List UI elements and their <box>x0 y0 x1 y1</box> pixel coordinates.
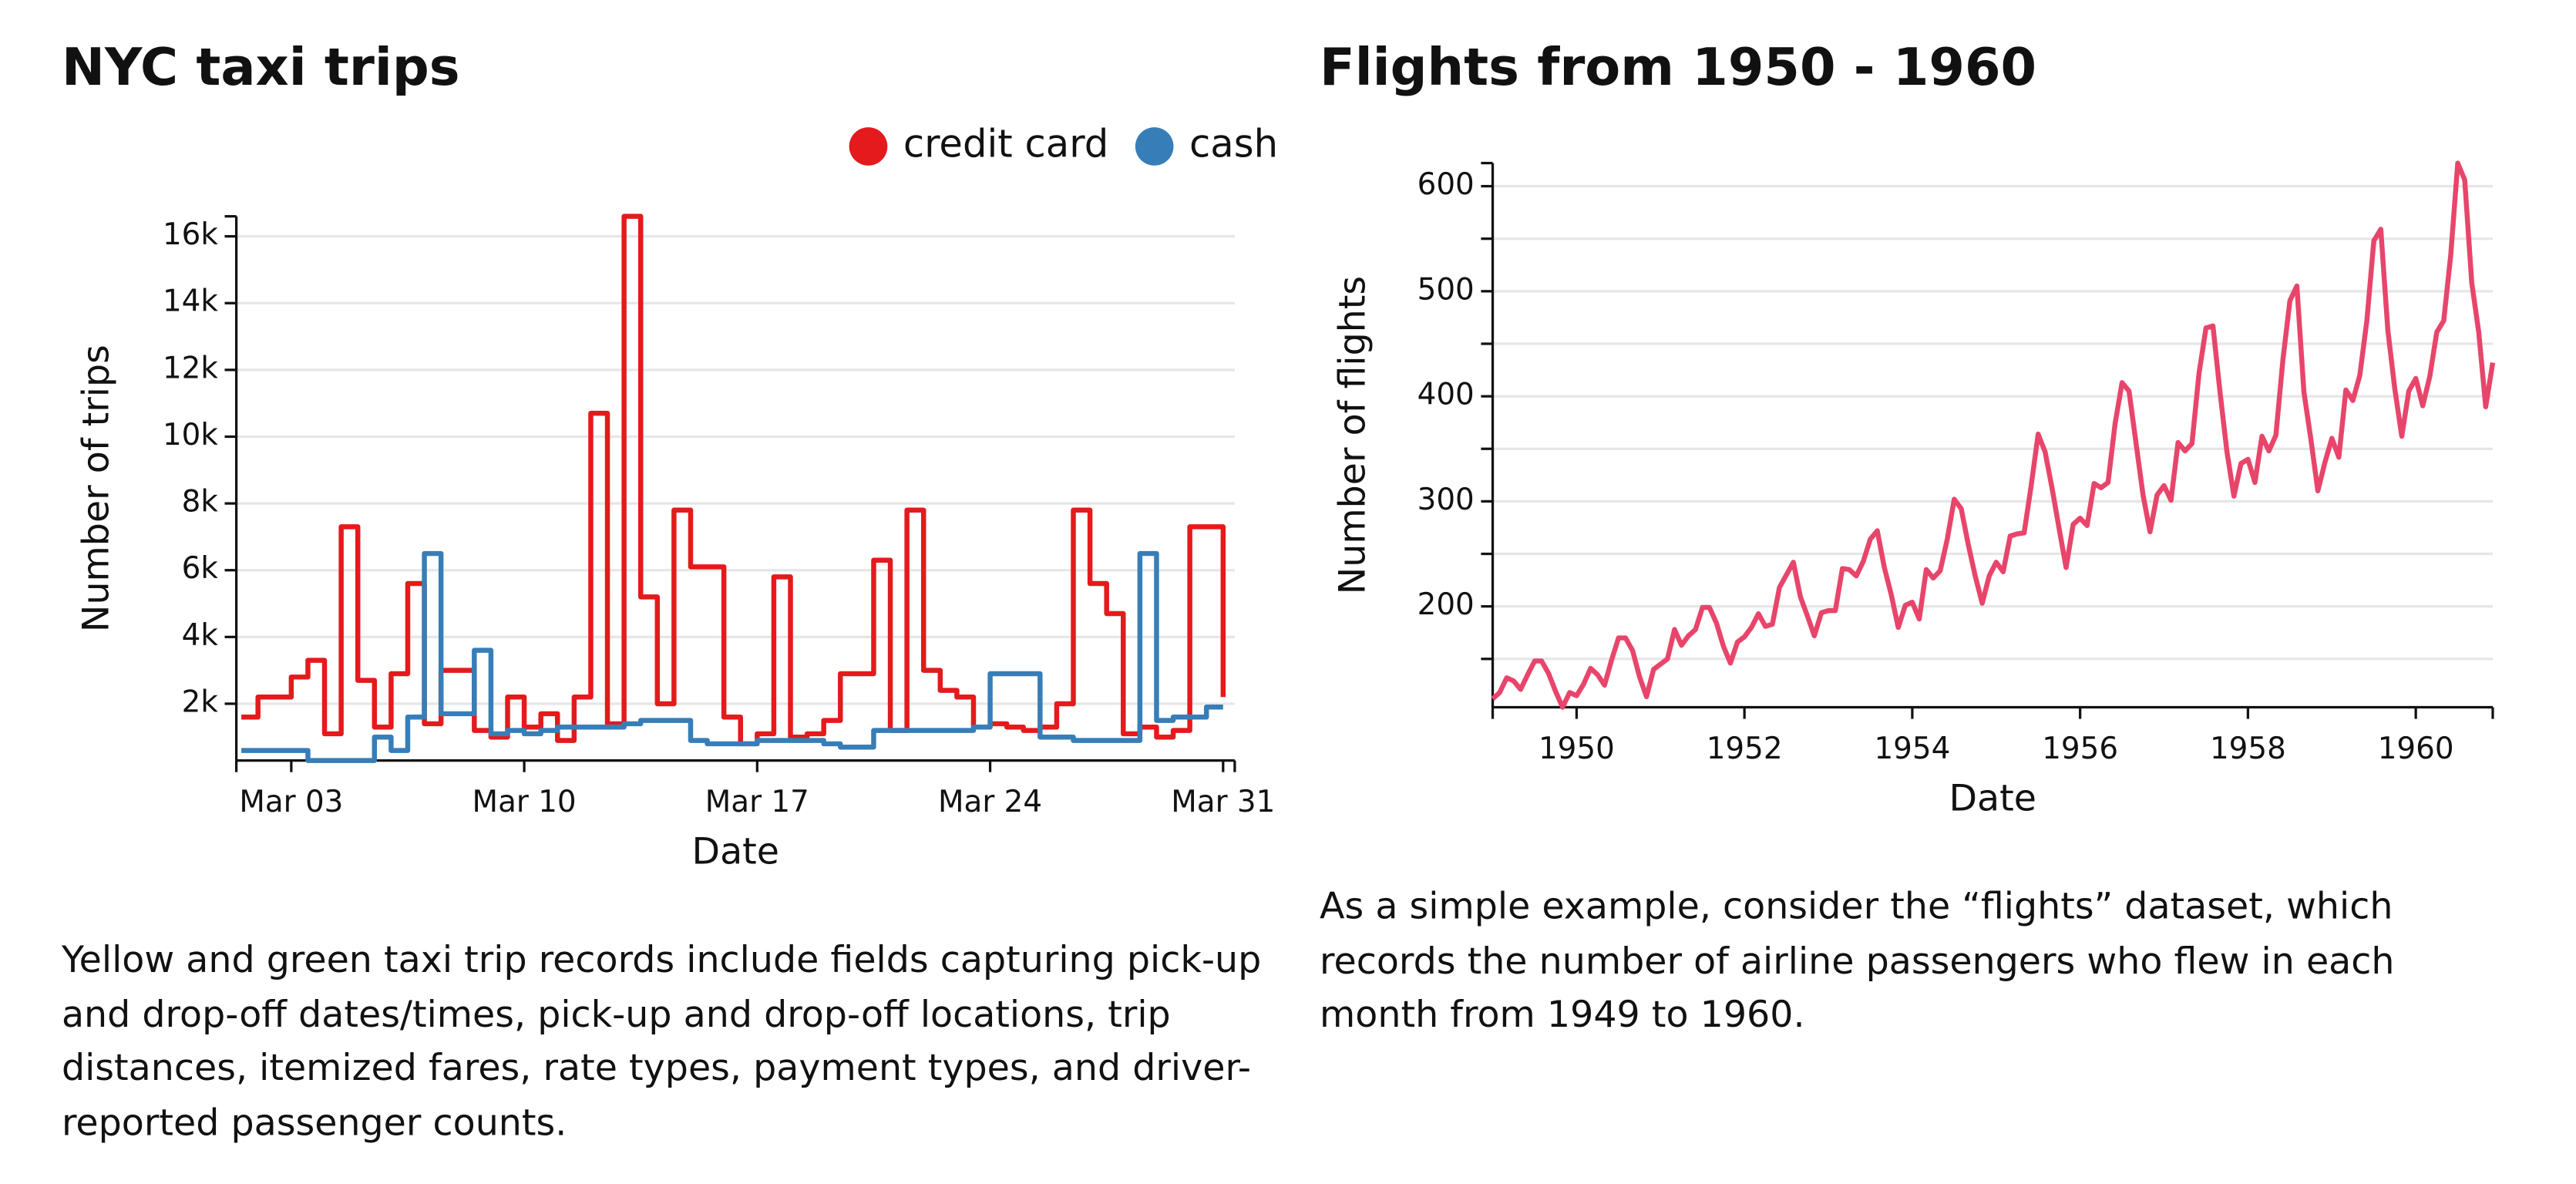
y-tick-label: 6k <box>182 551 219 586</box>
y-tick-label: 14k <box>163 284 218 319</box>
y-tick-label: 600 <box>1417 167 1475 202</box>
y-tick-label: 12k <box>163 351 218 385</box>
legend-swatch <box>1135 127 1174 166</box>
x-axis-label: Date <box>1949 777 2037 819</box>
y-tick-label: 8k <box>182 485 219 520</box>
x-axis-label: Date <box>692 830 780 873</box>
y-tick-label: 200 <box>1417 587 1475 622</box>
series-line <box>1491 160 2496 710</box>
x-tick-label: 1954 <box>1874 732 1950 766</box>
x-tick-label: Mar 03 <box>239 785 343 819</box>
y-tick-label: 16k <box>163 217 218 252</box>
y-tick-label: 2k <box>182 684 219 719</box>
y-tick-label: 500 <box>1417 272 1475 307</box>
x-tick-label: 1952 <box>1707 732 1783 766</box>
x-tick-label: Mar 24 <box>938 785 1042 819</box>
chart-title: NYC taxi trips <box>62 37 460 97</box>
description: As a simple example, consider the “fligh… <box>1320 886 2395 1037</box>
y-axis-label: Number of trips <box>75 345 117 632</box>
legend-label: credit card <box>903 121 1108 166</box>
legend-label: cash <box>1189 121 1278 166</box>
x-tick-label: Mar 31 <box>1171 785 1275 819</box>
x-tick-label: 1956 <box>2042 732 2118 766</box>
x-tick-label: Mar 17 <box>705 785 809 819</box>
series-line <box>241 550 1223 763</box>
chart-title: Flights from 1950 - 1960 <box>1320 37 2036 97</box>
legend: cash credit card <box>849 121 1278 166</box>
x-tick-label: Mar 10 <box>472 785 577 819</box>
description-box: Yellow and green taxi trip records inclu… <box>61 940 1262 1145</box>
series-line <box>241 214 1226 747</box>
y-axis-label: Number of flights <box>1331 276 1374 594</box>
description: Yellow and green taxi trip records inclu… <box>61 940 1262 1145</box>
x-tick-label: 1960 <box>2378 732 2454 766</box>
y-tick-label: 400 <box>1417 378 1475 412</box>
legend-swatch <box>849 127 888 166</box>
y-tick-label: 10k <box>163 418 218 452</box>
x-tick-label: 1950 <box>1539 732 1615 766</box>
description-box: As a simple example, consider the “fligh… <box>1320 886 2395 1037</box>
x-tick-label: 1958 <box>2210 732 2286 766</box>
y-tick-label: 4k <box>182 618 219 653</box>
y-tick-label: 300 <box>1417 483 1475 517</box>
